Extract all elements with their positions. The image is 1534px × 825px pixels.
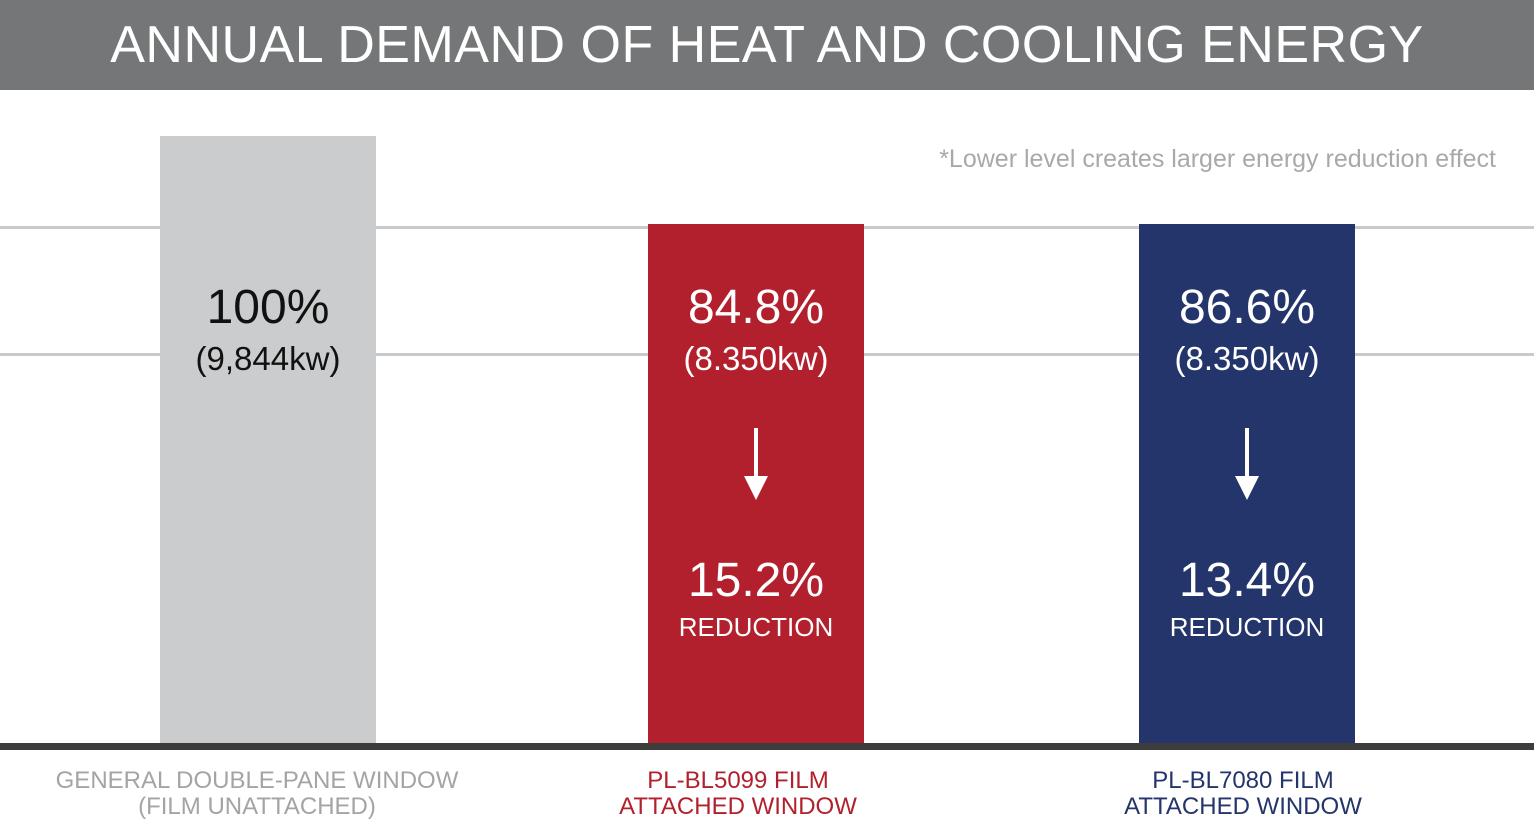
kw-label: (8.350kw) — [1174, 340, 1320, 377]
reduction-word: REDUCTION — [1169, 612, 1325, 642]
kw-label: (8.350kw) — [683, 340, 829, 377]
category-label-line: PL-BL5099 FILM — [647, 767, 829, 794]
category-label-line: GENERAL DOUBLE-PANE WINDOW — [55, 767, 459, 794]
value-label: 86.6% — [1178, 281, 1316, 334]
bar-1: 100% (9,844kw) — [160, 136, 376, 743]
reduction-value: 15.2% — [687, 554, 825, 607]
reduction-word: REDUCTION — [678, 612, 834, 642]
category-label: GENERAL DOUBLE-PANE WINDOW (FILM UNATTACH… — [56, 768, 459, 820]
category-label-line: PL-BL7080 FILM — [1152, 767, 1334, 794]
category-label: PL-BL5099 FILM ATTACHED WINDOW — [619, 768, 857, 820]
value-label: 100% — [206, 281, 330, 334]
chart-title: ANNUAL DEMAND OF HEAT AND COOLING ENERGY — [0, 0, 1534, 90]
chart-note: *Lower level creates larger energy reduc… — [939, 145, 1496, 173]
down-arrow-icon — [1139, 428, 1355, 502]
x-axis-baseline — [0, 743, 1534, 750]
category-label-line: (FILM UNATTACHED) — [138, 793, 376, 820]
kw-label: (9,844kw) — [195, 340, 341, 377]
down-arrow-icon — [648, 428, 864, 502]
bar-3: 86.6% (8.350kw) 13.4% REDUCTION — [1139, 224, 1355, 743]
value-label: 84.8% — [687, 281, 825, 334]
category-label-line: ATTACHED WINDOW — [1124, 793, 1362, 820]
bar-2: 84.8% (8.350kw) 15.2% REDUCTION — [648, 224, 864, 743]
category-label: PL-BL7080 FILM ATTACHED WINDOW — [1124, 768, 1362, 820]
category-label-line: ATTACHED WINDOW — [619, 793, 857, 820]
reduction-value: 13.4% — [1178, 554, 1316, 607]
